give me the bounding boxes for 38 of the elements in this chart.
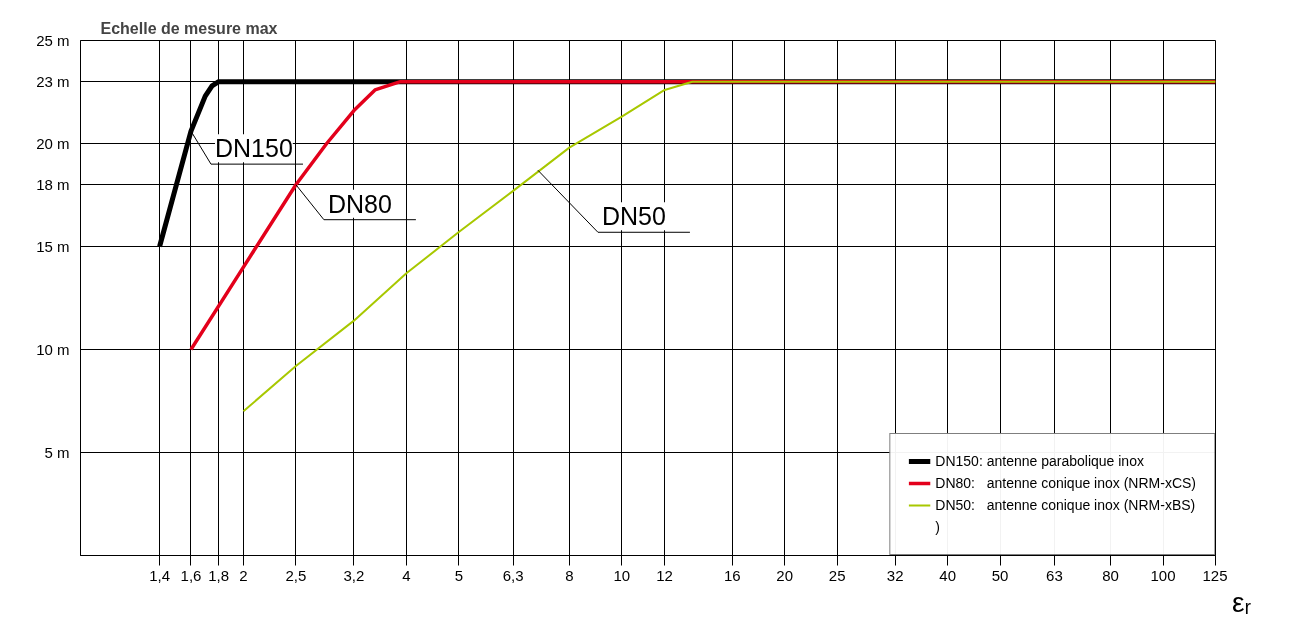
x-tick-label: 10 [613, 566, 631, 584]
legend-label: DN50: antenne conique inox (NRM-xBS) [935, 496, 1196, 514]
x-tick-label: 2 [239, 566, 248, 584]
x-tick-label: 4 [402, 566, 411, 584]
annotation: DN150 [214, 134, 293, 163]
annotation: DN50 [601, 202, 666, 231]
x-tick-label: 2,5 [285, 566, 307, 584]
x-tick-label: 50 [991, 566, 1009, 584]
x-tick-label: 3,2 [343, 566, 365, 584]
x-tick-label: 32 [886, 566, 904, 584]
y-tick-label: 10 m [36, 341, 70, 358]
x-tick-label: 5 [454, 566, 464, 584]
x-tick-label: 25 [828, 566, 846, 584]
x-tick-label: 12 [656, 566, 673, 584]
x-tick-label: 40 [939, 566, 956, 584]
x-axis-title: εᵣ [1232, 586, 1252, 620]
chart-title: Echelle de mesure max [100, 19, 278, 37]
x-tick-label: 8 [565, 566, 574, 584]
annotation: DN80 [327, 189, 392, 218]
y-tick-label: 5 m [44, 444, 70, 461]
y-tick-label: 15 m [36, 238, 70, 255]
legend-label: DN150: antenne parabolique inox [935, 452, 1144, 470]
x-tick-label: 1,6 [180, 566, 202, 584]
x-tick-label: 6,3 [502, 566, 524, 584]
x-tick-label: 20 [776, 566, 794, 584]
x-tick-label: 1,4 [149, 566, 171, 584]
y-tick-label: 20 m [36, 135, 70, 152]
x-tick-label: 80 [1102, 566, 1119, 584]
y-tick-label: 18 m [36, 176, 70, 194]
x-tick-label: 63 [1046, 566, 1063, 584]
y-tick-label: 23 m [36, 73, 70, 91]
x-tick-label: 100 [1150, 566, 1176, 584]
legend-label: DN80: antenne conique inox (NRM-xCS) [935, 474, 1196, 492]
x-tick-label: 16 [723, 566, 741, 584]
annotation: ) [935, 518, 941, 536]
x-tick-label: 125 [1202, 566, 1228, 584]
x-tick-label: 1,8 [208, 566, 230, 584]
y-tick-label: 25 m [36, 32, 70, 49]
